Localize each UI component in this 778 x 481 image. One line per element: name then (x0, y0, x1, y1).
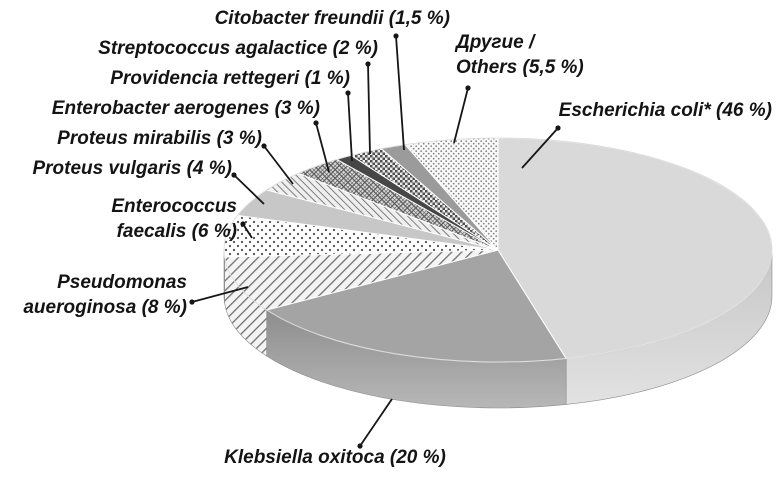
slice-label-pseudomonas-aueroginosa: Pseudomonas aueroginosa (8 %) (23, 272, 187, 319)
slice-label-streptococcus-agalactice: Streptococcus agalactice (2 %) (98, 38, 378, 59)
leader-line-escherichia (521, 127, 559, 169)
leader-line-proteus-mirabilis (263, 145, 294, 185)
leader-line-citobacter (395, 35, 405, 151)
leader-line-enterococcus (242, 223, 253, 239)
pie-slice-others (404, 137, 499, 252)
pie-top-slices (223, 137, 773, 363)
slice-label-enterobacter-aerogenes: Enterobacter aerogenes (3 %) (51, 98, 320, 119)
slice-label-proteus-vulgaris: Proteus vulgaris (4 %) (32, 158, 232, 179)
slice-label-escherichia-coli: Escherichia coli* (46 %) (558, 100, 772, 121)
slice-label-proteus-mirabilis: Proteus mirabilis (3 %) (57, 128, 262, 149)
leader-dot-citobacter (393, 33, 399, 39)
slice-label-others: Другие / Others (5,5 %) (456, 32, 584, 79)
leader-dot-enterobacter (313, 120, 319, 126)
leader-dot-providencia (345, 90, 351, 96)
leader-dot-pseudomonas (189, 299, 195, 305)
slice-label-enterococcus-faecalis: Enterococcus faecalis (6 %) (111, 196, 237, 243)
leader-dot-enterococcus (240, 221, 246, 227)
leader-dot-proteus-mirabilis (261, 143, 267, 149)
pie-slice-escherichia (497, 137, 773, 360)
leader-line-klebsiella (359, 398, 393, 447)
leader-line-proteus-vulgaris (233, 174, 265, 205)
slice-label-citobacter-freundii: Citobacter freundii (1,5 %) (214, 8, 450, 29)
leader-line-pseudomonas (191, 286, 249, 303)
leader-lines (189, 33, 561, 449)
leader-line-providencia (347, 92, 353, 162)
leader-dot-streptococcus (365, 61, 371, 67)
pie-slice-pseudomonas (223, 249, 499, 311)
leader-line-others (453, 87, 469, 144)
leader-line-enterobacter (315, 122, 330, 173)
leader-line-streptococcus (367, 63, 371, 155)
leader-dot-proteus-vulgaris (231, 172, 237, 178)
leader-dot-others (465, 85, 471, 91)
pie-slice-klebsiella (265, 249, 567, 363)
slice-label-providencia-rettegeri: Providencia rettegeri (1 %) (110, 68, 350, 89)
leader-dot-escherichia (555, 125, 561, 131)
pie-rim-outline (223, 137, 773, 363)
leader-dot-klebsiella (357, 443, 363, 449)
slice-label-klebsiella-oxitoca: Klebsiella oxitoca (20 %) (224, 447, 446, 468)
